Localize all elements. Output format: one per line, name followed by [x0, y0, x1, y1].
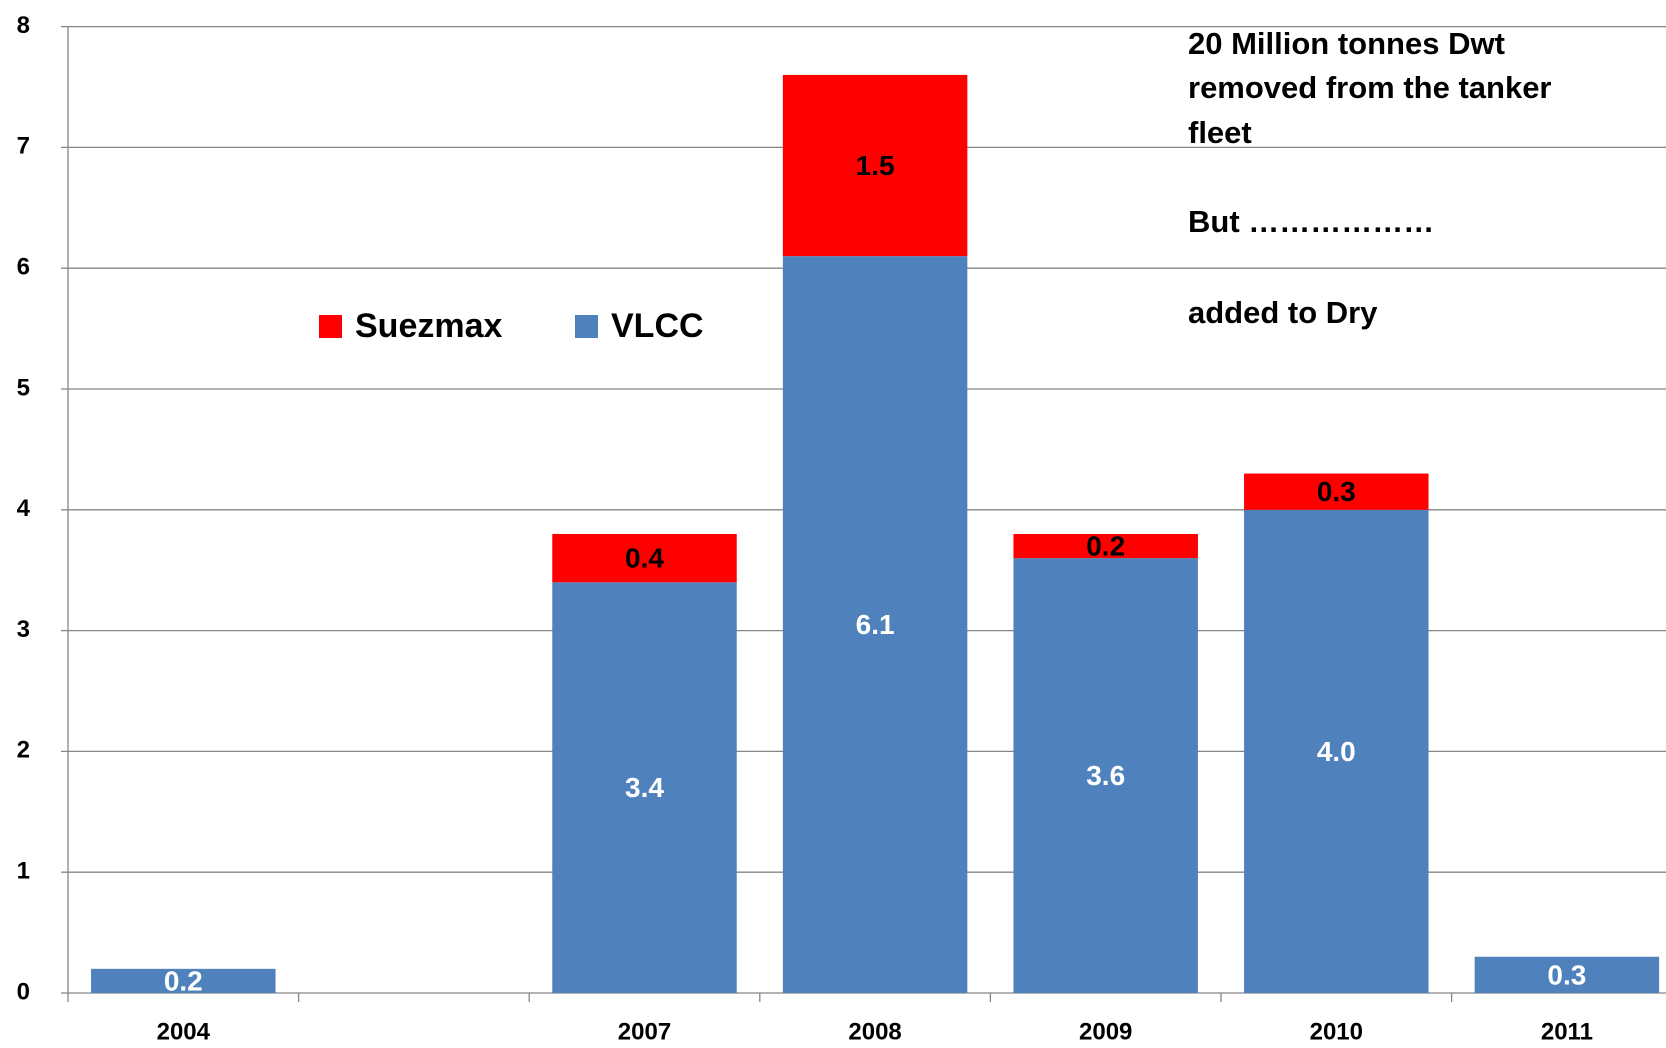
- y-tick-label: 8: [17, 12, 30, 39]
- data-label: 0.3: [1317, 476, 1356, 507]
- bar-segment: [552, 533, 737, 583]
- data-label: 4.0: [1317, 736, 1356, 767]
- legend-label: Suezmax: [355, 307, 502, 345]
- y-tick-label: 1: [17, 858, 30, 885]
- bar-segment: [1244, 473, 1429, 510]
- annotation: removed from the tanker: [1188, 70, 1552, 105]
- x-tick-label: 2004: [157, 1018, 211, 1045]
- bar-segment: [782, 74, 968, 257]
- bar-segment: [552, 582, 737, 993]
- data-label: 6.1: [856, 609, 895, 640]
- y-tick-label: 5: [17, 374, 30, 401]
- y-tick-label: 7: [17, 133, 30, 160]
- y-tick-label: 2: [17, 737, 30, 764]
- legend-label: VLCC: [611, 307, 704, 345]
- bar-segment: [1474, 956, 1660, 993]
- x-tick-label: 2007: [618, 1018, 671, 1045]
- bar-segment: [1244, 509, 1429, 993]
- y-tick-label: 3: [17, 616, 30, 643]
- data-label: 3.4: [625, 772, 664, 803]
- x-tick-label: 2008: [848, 1018, 901, 1045]
- annotation: added to Dry: [1188, 295, 1378, 330]
- legend-swatch: [575, 315, 598, 338]
- annotation: fleet: [1188, 115, 1252, 150]
- annotation: 20 Million tonnes Dwt: [1188, 26, 1505, 61]
- y-tick-label: 6: [17, 254, 30, 281]
- y-tick-label: 0: [17, 978, 30, 1005]
- bar-segment: [782, 256, 968, 993]
- data-label: 0.4: [625, 543, 664, 574]
- x-tick-label: 2011: [1541, 1018, 1593, 1045]
- bar-segment: [1013, 533, 1198, 559]
- x-tick-label: 2009: [1079, 1018, 1132, 1045]
- legend-swatch: [319, 315, 342, 338]
- bar-segment: [1013, 558, 1198, 993]
- data-label: 0.2: [164, 965, 203, 996]
- data-label: 0.3: [1547, 959, 1586, 990]
- annotation: But ………………: [1188, 204, 1434, 239]
- bar-segment: [91, 968, 276, 993]
- y-tick-label: 4: [17, 495, 31, 522]
- data-label: 0.2: [1086, 530, 1125, 561]
- x-tick-label: 2010: [1310, 1018, 1363, 1045]
- data-label: 3.6: [1086, 760, 1125, 791]
- data-label: 1.5: [856, 150, 895, 181]
